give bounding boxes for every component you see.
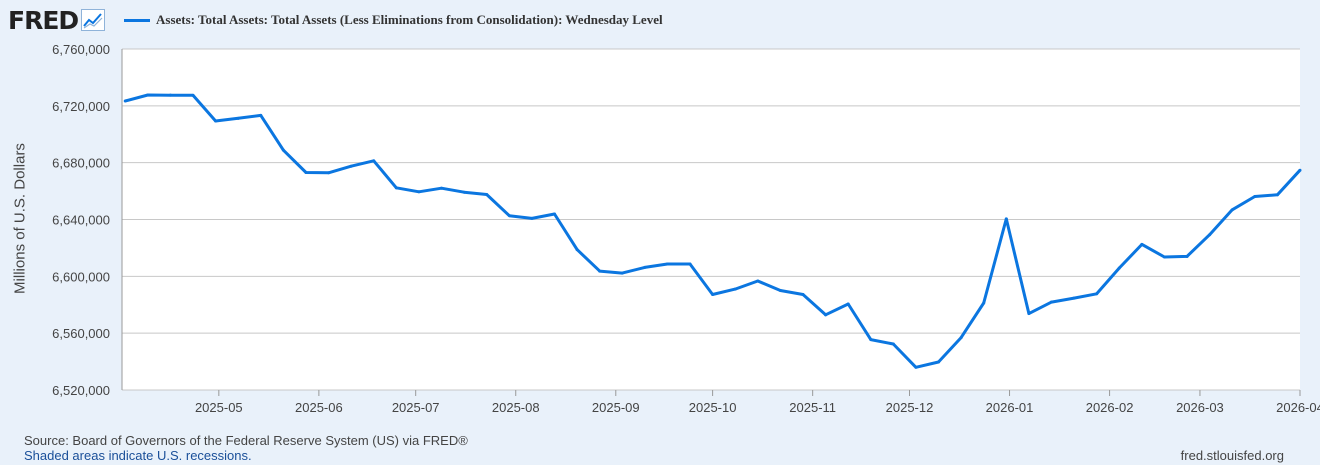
data-point[interactable] [191, 93, 195, 97]
data-point[interactable] [1004, 217, 1008, 221]
data-point[interactable] [869, 338, 873, 342]
y-tick-label: 6,760,000 [52, 42, 110, 57]
data-point[interactable] [665, 262, 669, 266]
x-tick-label: 2025-09 [592, 400, 640, 415]
y-tick-label: 6,520,000 [52, 383, 110, 398]
data-point[interactable] [801, 293, 805, 297]
data-point[interactable] [1095, 292, 1099, 296]
x-tick-label: 2026-04 [1276, 400, 1320, 415]
y-tick-label: 6,640,000 [52, 213, 110, 228]
data-point[interactable] [1117, 266, 1121, 270]
x-tick-label: 2026-03 [1176, 400, 1224, 415]
data-point[interactable] [214, 119, 218, 123]
data-point[interactable] [756, 279, 760, 283]
data-point[interactable] [688, 262, 692, 266]
data-point[interactable] [643, 265, 647, 269]
data-point[interactable] [1049, 300, 1053, 304]
recession-note[interactable]: Shaded areas indicate U.S. recessions. [24, 448, 252, 463]
data-point[interactable] [846, 302, 850, 306]
data-point[interactable] [485, 192, 489, 196]
x-tick-label: 2025-07 [392, 400, 440, 415]
x-tick-label: 2026-02 [1086, 400, 1134, 415]
data-point[interactable] [711, 293, 715, 297]
site-url[interactable]: fred.stlouisfed.org [1180, 448, 1284, 463]
data-point[interactable] [349, 164, 353, 168]
x-tick-label: 2026-01 [986, 400, 1034, 415]
data-point[interactable] [440, 186, 444, 190]
data-point[interactable] [417, 190, 421, 194]
data-point[interactable] [552, 212, 556, 216]
data-point[interactable] [914, 365, 918, 369]
data-point[interactable] [1027, 312, 1031, 316]
data-point[interactable] [824, 313, 828, 317]
data-point[interactable] [1298, 168, 1302, 172]
y-tick-label: 6,600,000 [52, 269, 110, 284]
data-point[interactable] [891, 342, 895, 346]
fred-logo[interactable]: FRED [8, 5, 106, 35]
data-point[interactable] [982, 301, 986, 305]
trend-chart-icon [81, 9, 106, 31]
data-point[interactable] [394, 186, 398, 190]
x-tick-label: 2025-12 [886, 400, 934, 415]
data-point[interactable] [530, 216, 534, 220]
data-point[interactable] [1275, 193, 1279, 197]
data-point[interactable] [304, 170, 308, 174]
legend-series-label: Assets: Total Assets: Total Assets (Less… [156, 12, 663, 27]
data-point[interactable] [1162, 255, 1166, 259]
data-point[interactable] [462, 190, 466, 194]
data-point[interactable] [327, 171, 331, 175]
data-point[interactable] [620, 271, 624, 275]
logo-text: FRED [8, 5, 79, 35]
x-tick-label: 2025-06 [295, 400, 343, 415]
data-point[interactable] [1140, 242, 1144, 246]
data-point[interactable] [123, 99, 127, 103]
x-tick-label: 2025-08 [492, 400, 540, 415]
data-point[interactable] [1253, 194, 1257, 198]
legend-swatch [124, 18, 150, 22]
data-point[interactable] [1230, 208, 1234, 212]
data-point[interactable] [1208, 233, 1212, 237]
y-tick-label: 6,680,000 [52, 156, 110, 171]
x-tick-label: 2025-10 [689, 400, 737, 415]
y-tick-label: 6,560,000 [52, 326, 110, 341]
data-point[interactable] [372, 159, 376, 163]
data-point[interactable] [168, 93, 172, 97]
data-point[interactable] [778, 289, 782, 293]
data-point[interactable] [281, 148, 285, 152]
data-point[interactable] [259, 113, 263, 117]
data-point[interactable] [236, 116, 240, 120]
data-point[interactable] [598, 269, 602, 273]
source-note: Source: Board of Governors of the Federa… [24, 433, 468, 448]
data-point[interactable] [733, 287, 737, 291]
data-point[interactable] [507, 214, 511, 218]
data-point[interactable] [937, 360, 941, 364]
x-tick-label: 2025-05 [195, 400, 243, 415]
y-tick-label: 6,720,000 [52, 99, 110, 114]
chart-legend: Assets: Total Assets: Total Assets (Less… [124, 12, 663, 28]
data-point[interactable] [575, 248, 579, 252]
line-chart: 6,520,000 6,560,000 6,600,000 6,640,000 6,68… [52, 42, 1320, 415]
x-tick-label: 2025-11 [789, 400, 836, 415]
data-point[interactable] [1072, 296, 1076, 300]
data-point[interactable] [1185, 254, 1189, 258]
data-point[interactable] [959, 336, 963, 340]
data-point[interactable] [146, 93, 150, 97]
